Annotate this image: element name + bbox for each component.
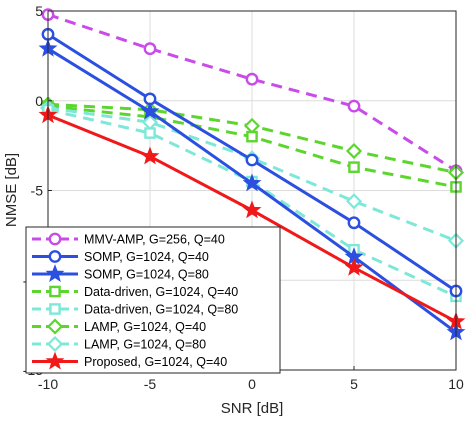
data-point [140, 101, 160, 120]
data-point [140, 146, 160, 165]
y-tick-label: 0 [35, 93, 43, 109]
data-point [143, 42, 157, 56]
data-point [345, 193, 363, 210]
legend-marker [45, 351, 65, 370]
legend-label: MMV-AMP, G=256, Q=40 [84, 233, 225, 247]
data-point [144, 127, 156, 139]
data-point [347, 216, 361, 230]
legend-item: MMV-AMP, G=256, Q=40 [32, 233, 225, 247]
legend-marker [49, 285, 61, 298]
x-axis-label: SNR [dB] [221, 400, 284, 417]
legend-label: Data-driven, G=1024, Q=40 [84, 285, 238, 299]
legend: MMV-AMP, G=256, Q=40 SOMP, G=1024, Q=40 SO… [25, 226, 281, 374]
x-tick-label: 10 [448, 376, 464, 392]
data-point [347, 99, 361, 113]
data-point [242, 200, 262, 219]
legend-item: LAMP, G=1024, Q=40 [32, 318, 206, 335]
legend-item: SOMP, G=1024, Q=40 [32, 250, 209, 264]
legend-label: Proposed, G=1024, Q=40 [84, 355, 227, 369]
x-tick-label: -10 [38, 376, 58, 392]
data-point [344, 257, 364, 276]
data-point [348, 161, 360, 173]
x-tick-label: -5 [144, 376, 157, 392]
legend-box [25, 226, 281, 374]
legend-item: Data-driven, G=1024, Q=80 [32, 303, 238, 317]
legend-marker [45, 264, 65, 283]
y-axis-label: NMSE [dB] [3, 153, 20, 227]
data-point [246, 130, 258, 143]
legend-item: Data-driven, G=1024, Q=40 [32, 285, 238, 299]
data-point [345, 142, 363, 160]
legend-label: LAMP, G=1024, Q=40 [84, 320, 206, 334]
legend-marker [46, 335, 64, 353]
legend-label: Data-driven, G=1024, Q=80 [84, 303, 238, 317]
legend-item: SOMP, G=1024, Q=80 [32, 264, 209, 283]
x-tick-label: 5 [350, 376, 358, 392]
legend-label: SOMP, G=1024, Q=80 [84, 268, 209, 282]
legend-marker [48, 232, 62, 246]
legend-marker [49, 303, 61, 315]
legend-item: LAMP, G=1024, Q=80 [32, 335, 206, 353]
legend-label: LAMP, G=1024, Q=80 [84, 338, 206, 352]
x-tick-label: 0 [248, 376, 256, 392]
legend-label: SOMP, G=1024, Q=40 [84, 250, 209, 264]
legend-marker [46, 318, 64, 335]
legend-item: Proposed, G=1024, Q=40 [32, 351, 227, 370]
y-tick-label: 5 [35, 3, 43, 19]
data-point [245, 153, 259, 167]
data-point [245, 72, 259, 86]
y-tick-label: -5 [31, 183, 44, 199]
legend-marker [48, 250, 62, 263]
data-point [242, 173, 262, 192]
